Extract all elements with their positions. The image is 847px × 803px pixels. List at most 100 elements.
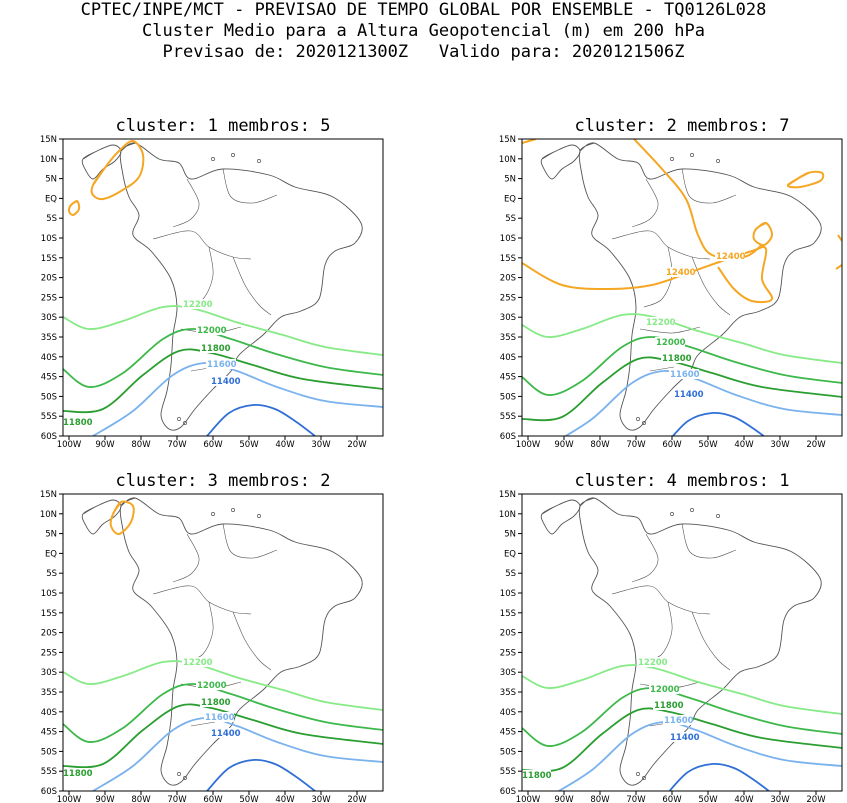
contour-line-12400 [90,139,145,201]
header-line-3: Previsao de: 2020121300Z Valido para: 20… [162,42,685,62]
island [183,421,187,425]
country-border [681,523,737,559]
lat-label: 50S [41,747,57,757]
lat-label: 10S [41,234,57,244]
country-border [222,168,278,204]
lat-label: 45S [500,728,516,738]
lon-label: 40W [275,795,295,803]
lon-label: 30W [311,440,331,450]
plot-frame [62,138,384,437]
coastline-north [540,499,581,535]
lon-label: 50W [698,795,718,803]
country-border [691,611,731,671]
plot-area: 12200 12000 11800 11600 11400 11800 [63,497,383,791]
contour-label: 12400 [716,252,746,262]
island [183,776,187,780]
lat-label: 35S [500,333,516,343]
contour-label-bg [196,680,226,690]
lat-label: 55S [500,412,516,422]
contour-line-12400 [786,170,825,189]
lon-label: 20W [806,440,826,450]
lat-label: 35S [500,688,516,698]
lat-label: 25S [41,648,57,658]
island [177,417,181,421]
contour-label-bg [63,417,92,427]
contour-label-bg [182,299,212,309]
lat-label: 30S [41,668,57,678]
lat-label: 20S [500,629,516,639]
contour-label-bg [669,369,699,379]
country-border [184,601,214,663]
lat-label: 60S [41,787,57,797]
plot-area: 12200 12000 11800 11600 11400 11800 [522,497,842,791]
country-border [232,611,272,671]
country-border [631,178,659,228]
lat-label: 60S [500,432,516,442]
island [231,508,235,512]
contour-line-12400 [109,500,135,536]
contour-label: 12000 [197,326,227,336]
lat-label: EQ [504,549,516,559]
contour-label: 11800 [654,701,684,711]
lat-label: 5N [45,530,57,540]
island [670,512,674,516]
lat-label: 40S [41,353,57,363]
lon-label: 100W [57,795,82,803]
lon-label: 90W [95,440,115,450]
panel-title: cluster: 2 membros: 7 [575,116,790,136]
contour-line [92,362,383,436]
contour-label-bg [645,317,675,327]
contour-line [206,403,316,436]
contour-label-bg [665,267,695,277]
lat-label: 50S [500,392,516,402]
lat-label: 55S [41,412,57,422]
contour-line-12400 [522,139,537,144]
contour-line [206,758,316,791]
lat-label: 10N [499,510,516,520]
lon-label: 40W [734,440,754,450]
plot-area: 12200 12000 11800 11600 11400 11800 [63,139,383,436]
coastline-north [81,144,122,180]
contour-label: 12200 [183,658,213,668]
lat-label: EQ [45,549,57,559]
contour-label: 12000 [197,681,227,691]
lat-label: 60S [500,787,516,797]
lon-label: 50W [239,440,259,450]
contour-label-bg [200,343,230,353]
contour-label: 11600 [670,370,700,380]
coastline [119,497,363,786]
contour-label-bg [653,700,683,710]
contour-label-bg [663,715,693,725]
lon-label: 90W [95,795,115,803]
island [257,514,261,518]
island [257,159,261,163]
contour-label-bg [200,697,230,707]
lat-label: 5S [505,214,516,224]
contour-label: 11600 [664,716,694,726]
lat-label: 15S [500,254,516,264]
contour-label: 11400 [211,729,241,739]
country-border [631,533,659,583]
lon-label: 70W [626,795,646,803]
island [211,157,215,161]
lat-label: 20S [41,629,57,639]
contour-line [63,703,383,769]
contour-label-bg [63,768,92,778]
contour-label: 11600 [207,360,237,370]
country-border [152,585,252,615]
lat-label: 5S [505,569,516,579]
contour-label-bg [210,728,240,738]
lon-label: 100W [57,440,82,450]
contour-label: 11800 [201,698,231,708]
contour-line [63,328,383,388]
lon-label: 20W [347,440,367,450]
island [231,153,235,157]
contour-label-bg [210,376,240,386]
contour-label-bg [673,389,703,399]
lat-label: 50S [500,747,516,757]
lon-label: 60W [203,795,223,803]
lon-label: 60W [662,795,682,803]
contour-line [63,683,383,743]
lat-label: 55S [500,767,516,777]
lon-label: 40W [275,440,295,450]
